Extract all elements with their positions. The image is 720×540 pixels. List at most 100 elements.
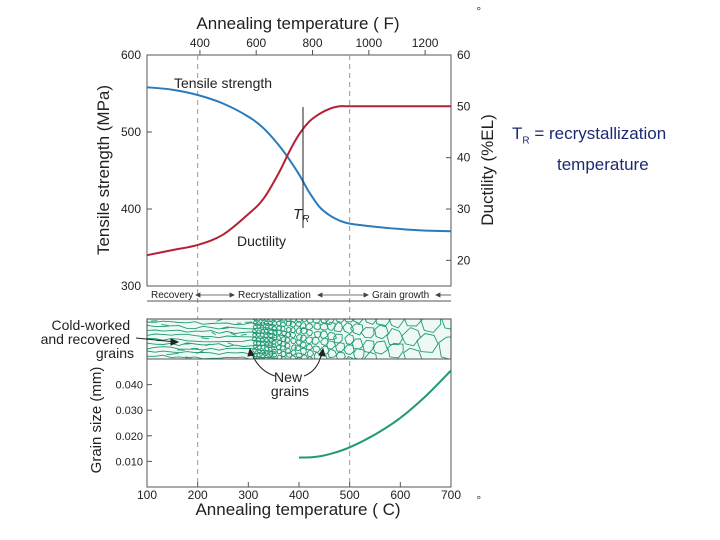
grain-boundary xyxy=(388,319,406,329)
left-tick-label: 400 xyxy=(121,202,141,216)
bottom-tick-label: 700 xyxy=(441,488,461,502)
grain-boundary xyxy=(275,320,282,327)
grain-boundary xyxy=(289,320,297,328)
region-recrystallization: Recrystallization xyxy=(238,290,311,301)
grain-boundary xyxy=(299,334,307,342)
top-tick-label: 600 xyxy=(246,36,266,50)
grain-boundary xyxy=(294,345,302,351)
grain-boundary xyxy=(301,319,309,322)
grain-boundary xyxy=(305,343,314,351)
grain-boundary xyxy=(280,336,287,342)
note-line-1: TR = recrystallization xyxy=(512,124,667,147)
top-tick-label: 1200 xyxy=(412,36,439,50)
top-tick-label: 1000 xyxy=(355,36,382,50)
grain-boundary xyxy=(280,345,286,351)
grain-boundary xyxy=(277,319,283,322)
grain-boundary xyxy=(271,349,277,354)
grain-boundary xyxy=(185,356,192,359)
bottom-tick-label: 500 xyxy=(340,488,360,502)
bottom-tick-label: 300 xyxy=(238,488,258,502)
top-axis-title: Annealing temperature ( F) xyxy=(196,14,399,33)
grain-boundary xyxy=(259,332,265,338)
grain-boundary xyxy=(294,320,302,328)
cold-worked-label: Cold-worked and recovered grains xyxy=(41,317,134,361)
grain-boundary xyxy=(299,341,307,349)
ductility-line xyxy=(146,105,451,257)
note-line-2: temperature xyxy=(557,155,649,175)
grain-boundary xyxy=(312,319,321,324)
grain-boundary xyxy=(374,324,389,340)
right-tick-label: 50 xyxy=(457,99,471,113)
left-axis-ticks: 300 400 500 600 xyxy=(121,48,152,293)
grain-boundary xyxy=(416,333,439,353)
region-grain-growth: Grain growth xyxy=(372,290,429,301)
grain-boundary xyxy=(263,328,269,334)
grain-boundary xyxy=(273,357,278,359)
grain-boundary xyxy=(320,319,329,324)
grain-boundary xyxy=(372,340,389,355)
grain-boundary xyxy=(345,355,354,359)
grain-boundary xyxy=(335,319,346,323)
grain-boundary xyxy=(265,360,269,364)
grain-boundary xyxy=(284,336,291,343)
grain-boundary xyxy=(201,337,210,340)
right-tick-label: 40 xyxy=(457,151,471,165)
grain-boundary xyxy=(306,328,313,337)
degree-symbol-bottom: ° xyxy=(476,494,482,507)
left-tick-label: 500 xyxy=(121,125,141,139)
grain-boundary xyxy=(271,321,278,327)
grain-boundary xyxy=(221,327,230,330)
grain-boundary xyxy=(271,343,277,349)
grain-boundary xyxy=(333,333,343,344)
grain-boundary xyxy=(259,337,266,343)
grain-boundary xyxy=(374,319,392,327)
grain-boundary xyxy=(211,331,216,336)
tensile-strength-line xyxy=(146,86,452,233)
grain-boundary xyxy=(196,350,204,354)
right-tick-label: 60 xyxy=(457,48,471,62)
grain-boundary xyxy=(285,320,293,327)
grain-size-line xyxy=(298,369,452,459)
region-recovery: Recovery xyxy=(151,290,193,301)
grain-boundary xyxy=(401,327,421,347)
grain-boundary xyxy=(290,354,297,359)
grain-boundary xyxy=(280,351,287,357)
grain-boundary xyxy=(264,342,270,348)
grain-boundary xyxy=(403,347,423,359)
grain-boundary xyxy=(252,344,258,349)
grain-boundary xyxy=(271,339,277,345)
grain-boundary xyxy=(280,356,287,359)
grain-boundary xyxy=(295,352,303,359)
bottom-tick-label: 400 xyxy=(289,488,309,502)
grain-boundary xyxy=(227,342,234,346)
grain-boundary xyxy=(280,330,287,337)
grain-boundary xyxy=(420,319,442,333)
grain-boundary xyxy=(252,333,257,338)
grain-tick-label: 0.040 xyxy=(115,380,143,392)
grain-boundary xyxy=(327,348,338,359)
grain-boundary xyxy=(256,336,262,342)
grain-boundary xyxy=(289,332,297,339)
grain-boundary xyxy=(360,327,375,339)
grain-boundary xyxy=(147,329,276,335)
right-axis-ticks: 20 30 40 50 60 xyxy=(446,48,471,267)
grain-boundary xyxy=(386,327,404,346)
new-grains-label: New grains xyxy=(271,369,309,399)
grain-boundary xyxy=(263,320,269,326)
tensile-strength-label: Tensile strength xyxy=(174,75,272,91)
right-tick-label: 20 xyxy=(457,253,471,267)
top-tick-label: 800 xyxy=(302,36,322,50)
grain-boundary xyxy=(205,343,211,347)
grain-boundary xyxy=(306,356,313,359)
grain-boundary xyxy=(349,323,364,336)
top-tick-label: 400 xyxy=(190,36,210,50)
grain-boundary xyxy=(311,336,320,345)
new-grains-arrows xyxy=(247,347,326,377)
grain-boundary xyxy=(300,354,309,359)
bottom-tick-label: 200 xyxy=(188,488,208,502)
grain-boundary xyxy=(344,333,355,345)
grain-boundary xyxy=(267,324,274,330)
grain-boundary xyxy=(267,346,273,352)
grain-boundary xyxy=(306,319,314,324)
